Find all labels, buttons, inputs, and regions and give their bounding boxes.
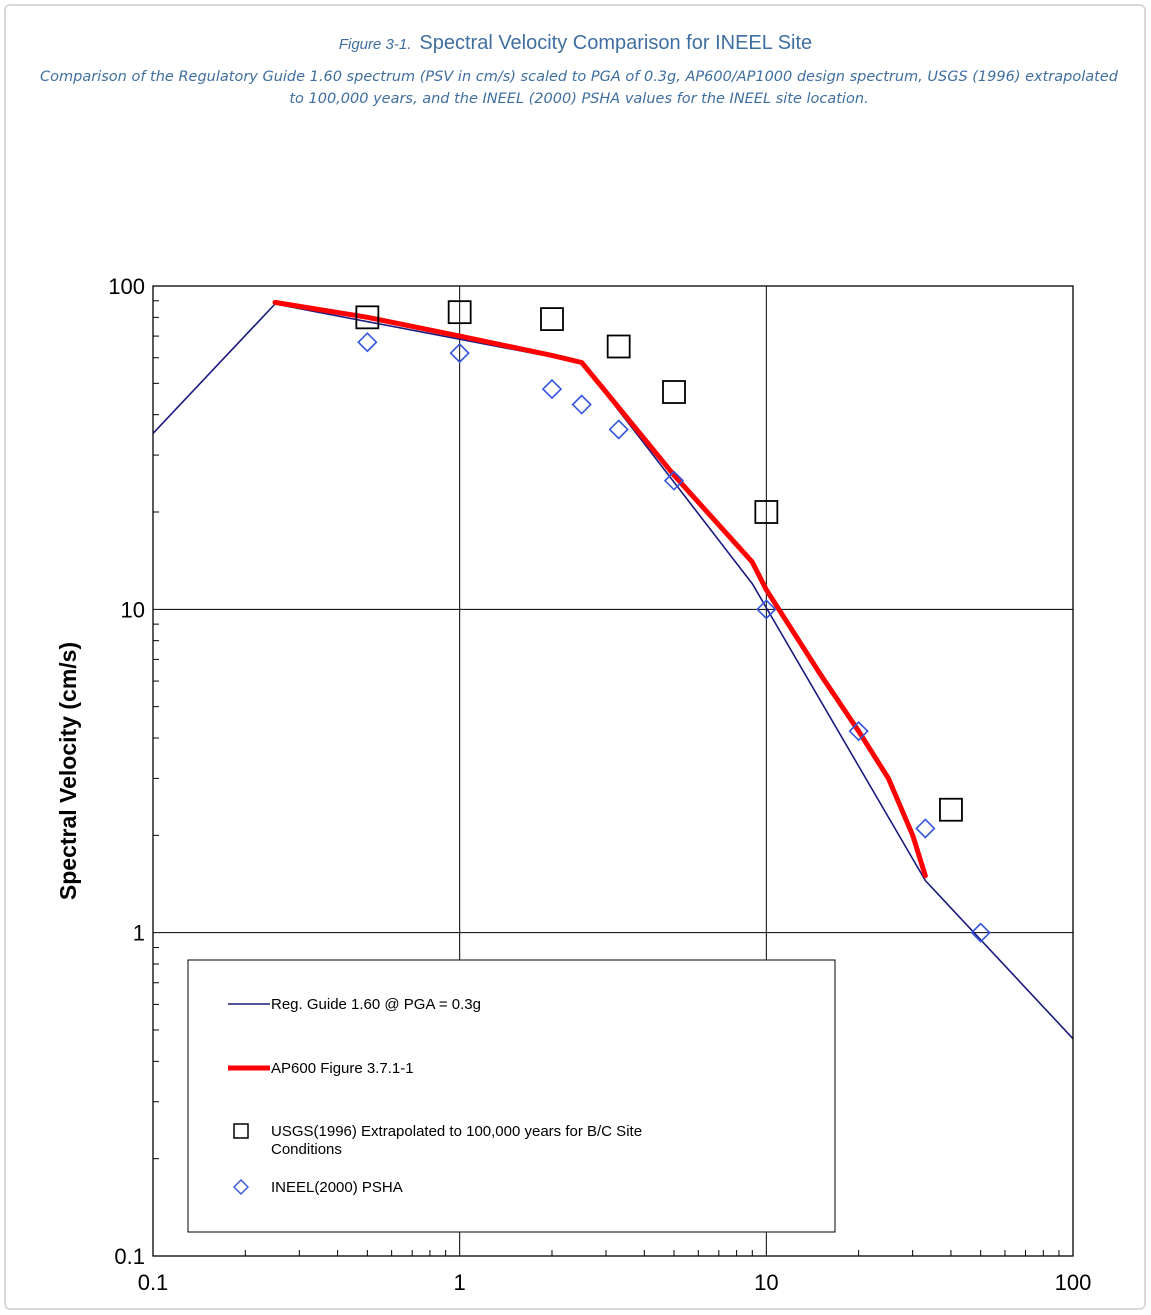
usgs-square-marker xyxy=(540,307,564,332)
figure-title: Figure 3-1. Spectral Velocity Comparison … xyxy=(0,32,1151,55)
series-markers xyxy=(355,300,991,943)
series-lines xyxy=(153,299,1073,1040)
ineel-diamond-marker xyxy=(449,342,470,364)
legend-usgs-swatch xyxy=(233,1123,249,1139)
ap600-series-line xyxy=(272,299,928,879)
usgs-square-marker xyxy=(355,305,380,330)
y-tick-label: 0.1 xyxy=(114,1244,145,1269)
x-tick-label: 1 xyxy=(454,1270,466,1295)
ineel-diamond-marker xyxy=(915,818,936,839)
x-tick-label: 0.1 xyxy=(138,1270,169,1295)
legend-box xyxy=(187,959,836,1233)
figure-title-text: Spectral Velocity Comparison for INEEL S… xyxy=(419,32,813,54)
usgs-square-marker xyxy=(754,500,779,524)
legend-label-line: Conditions xyxy=(271,1141,342,1158)
usgs-square-marker xyxy=(447,300,472,325)
y-tick-label: 10 xyxy=(121,597,145,622)
ineel-diamond-marker xyxy=(848,721,869,742)
axes xyxy=(152,285,1074,1257)
legend-label: Reg. Guide 1.60 @ PGA = 0.3g xyxy=(271,996,481,1013)
ineel-diamond-marker xyxy=(970,922,991,943)
usgs-square-marker xyxy=(662,380,686,404)
ineel-diamond-marker xyxy=(608,419,629,440)
legend: Reg. Guide 1.60 @ PGA = 0.3g AP600 Figure… xyxy=(187,959,836,1233)
ineel-diamond-marker xyxy=(663,470,685,491)
figure-caption: Comparison of the Regulatory Guide 1.60 … xyxy=(40,69,1118,107)
y-tick-label: 1 xyxy=(133,921,145,946)
y-tick-label: 100 xyxy=(108,274,145,299)
usgs-square-marker xyxy=(606,334,631,359)
x-tick-label: 10 xyxy=(754,1270,778,1295)
legend-label: AP600 Figure 3.7.1-1 xyxy=(271,1060,414,1077)
legend-label: USGS(1996) Extrapolated to 100,000 years… xyxy=(271,1123,642,1158)
plot-area-border xyxy=(152,285,1074,1257)
figure-frame xyxy=(4,4,1146,1310)
ineel-diamond-marker xyxy=(571,394,592,415)
tick-labels: 0.1 1 10 100 0.1 1 10 100 xyxy=(108,274,1091,1295)
reg-guide-series-line xyxy=(153,303,1073,1040)
ineel-diamond-marker xyxy=(756,599,777,620)
figure-number: Figure 3-1. xyxy=(338,36,412,53)
legend-ineel-swatch xyxy=(233,1179,249,1195)
legend-label: INEEL(2000) PSHA xyxy=(271,1179,403,1196)
ineel-diamond-marker xyxy=(541,378,563,400)
y-axis-label: Spectral Velocity (cm/s) xyxy=(55,642,81,900)
x-tick-label: 100 xyxy=(1055,1270,1092,1295)
ineel-diamond-marker xyxy=(357,332,378,353)
usgs-square-marker xyxy=(939,797,963,822)
legend-label-line: USGS(1996) Extrapolated to 100,000 years… xyxy=(271,1123,642,1140)
